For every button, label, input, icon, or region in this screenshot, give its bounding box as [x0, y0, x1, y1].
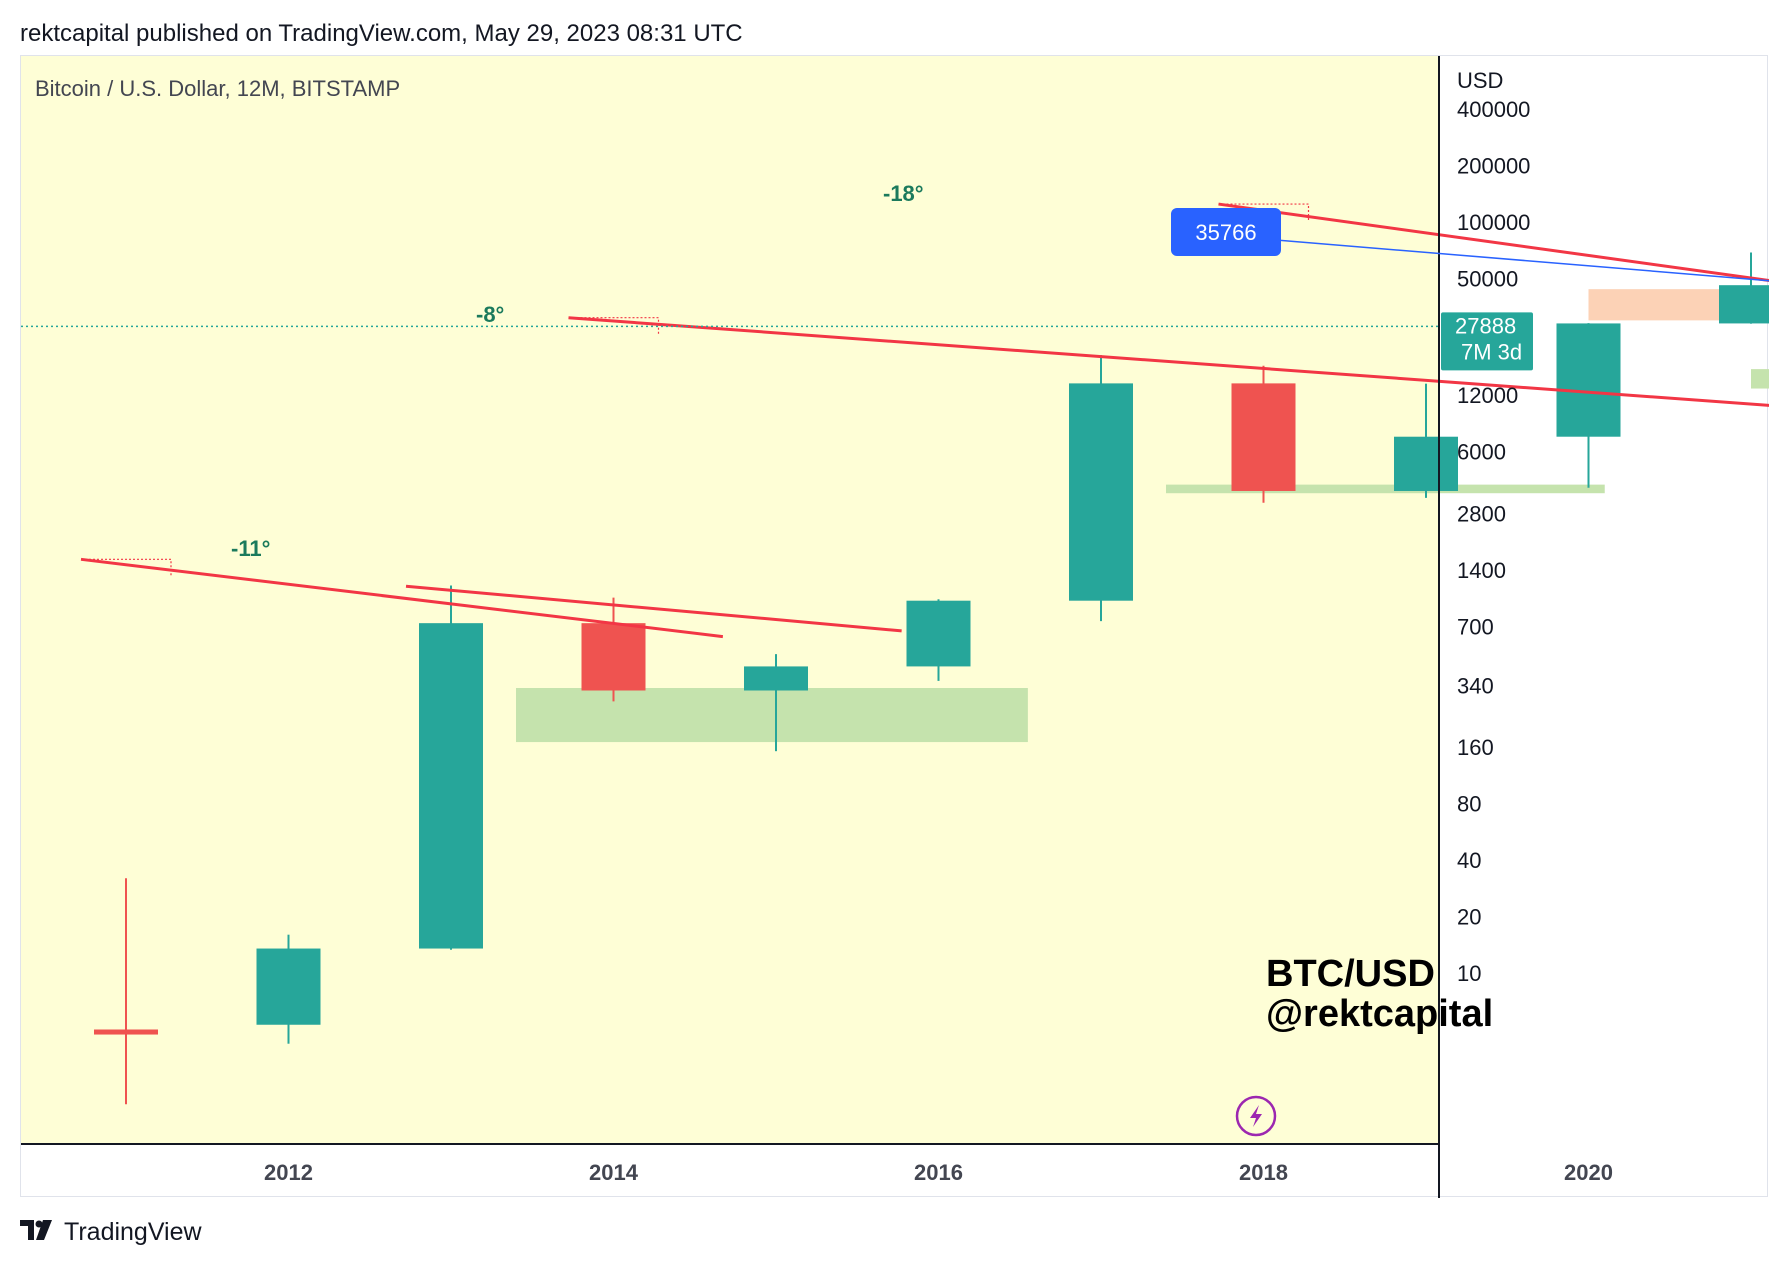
time-tick-label: 2016: [914, 1160, 963, 1185]
candle-body: [1556, 323, 1621, 437]
price-labels: 400000 200000 100000 50000 12000 6000 2800 1400…: [1457, 97, 1530, 986]
price-tick-label: 80: [1457, 792, 1481, 817]
candle-2013[interactable]: [419, 585, 483, 950]
time-tick-label: 2012: [264, 1160, 313, 1185]
tradingview-brand: TradingView: [64, 1218, 202, 1246]
trendline-0[interactable]: [80, 557, 724, 639]
callout-value: 35766: [1195, 220, 1256, 245]
candle-2016[interactable]: [906, 599, 971, 681]
watermark-pair: BTC/USD: [1266, 953, 1435, 995]
price-callout[interactable]: 35766: [1171, 208, 1769, 310]
candle-body: [744, 666, 808, 691]
candle-2015[interactable]: [744, 654, 808, 752]
current-price-tag: 27888 7M 3d: [1441, 312, 1533, 371]
angle-guide-1: [568, 317, 660, 336]
chart[interactable]: -11° -8° -18° Bitcoin / U.S. Dollar, 12M, …: [21, 56, 1769, 1198]
time-tick-label: 2018: [1239, 1160, 1288, 1185]
candle-body: [1719, 285, 1769, 324]
price-axis-currency: USD: [1457, 68, 1503, 93]
publish-info: rektcapital published on TradingView.com…: [20, 20, 743, 47]
price-tick-label: 700: [1457, 615, 1494, 640]
price-tick-label: 12000: [1457, 383, 1518, 408]
price-tick-label: 2800: [1457, 502, 1506, 527]
trendline-1[interactable]: [405, 584, 902, 633]
trendline-2[interactable]: [568, 316, 1770, 425]
annotations-layer: -11° -8° -18°: [81, 181, 1310, 578]
current-price-value: 27888: [1455, 313, 1516, 338]
time-tick-label: 2020: [1564, 1160, 1613, 1185]
price-tick-label: 340: [1457, 674, 1494, 699]
angle-label-0: -11°: [231, 536, 270, 561]
candle-2020[interactable]: [1556, 323, 1621, 488]
support-zone-1: [1166, 484, 1605, 494]
price-tick-label: 1400: [1457, 558, 1506, 583]
candle-body: [906, 600, 971, 667]
angle-label-1: -8°: [476, 302, 504, 327]
candles-layer: [94, 252, 1769, 1105]
price-tick-label: 10: [1457, 961, 1481, 986]
price-tick-label: 6000: [1457, 440, 1506, 465]
candle-body: [1069, 383, 1133, 601]
lightning-icon[interactable]: [1235, 1095, 1277, 1137]
support-zone-0: [516, 687, 1028, 743]
tradingview-logo-icon: [20, 1219, 58, 1246]
candle-body: [419, 623, 483, 949]
trendlines-layer: [80, 202, 1770, 639]
candle-body: [94, 1029, 158, 1035]
price-tick-label: 200000: [1457, 154, 1530, 179]
angle-label-2: -18°: [883, 181, 924, 206]
candle-2014[interactable]: [581, 597, 646, 702]
angle-guide-0: [81, 558, 172, 578]
price-tick-label: 50000: [1457, 267, 1518, 292]
watermark-author: @rektcapital: [1266, 993, 1493, 1035]
trendline-3[interactable]: [1218, 202, 1770, 362]
candle-2018[interactable]: [1231, 365, 1296, 503]
time-labels: 20122014201620182020202220242026: [264, 1160, 1613, 1185]
candle-2012[interactable]: [256, 934, 321, 1044]
symbol-title[interactable]: Bitcoin / U.S. Dollar, 12M, BITSTAMP: [35, 76, 400, 101]
price-tick-label: 20: [1457, 905, 1481, 930]
support-zone-2: [1751, 369, 1769, 389]
price-tick-label: 400000: [1457, 97, 1530, 122]
price-tick-label: 100000: [1457, 210, 1530, 235]
candle-2011[interactable]: [94, 878, 158, 1105]
bar-countdown: 7M 3d: [1461, 339, 1522, 364]
angle-guide-2: [1218, 203, 1310, 223]
candle-body: [1231, 383, 1296, 491]
candle-body: [1394, 436, 1458, 491]
candle-2017[interactable]: [1069, 355, 1133, 622]
time-tick-label: 2014: [589, 1160, 639, 1185]
price-tick-label: 160: [1457, 735, 1494, 760]
candle-2019[interactable]: [1394, 383, 1458, 498]
candle-2021[interactable]: [1719, 252, 1769, 324]
price-tick-label: 40: [1457, 848, 1481, 873]
tradingview-footer[interactable]: TradingView: [20, 1218, 202, 1247]
candle-body: [256, 948, 321, 1025]
candle-body: [581, 623, 646, 691]
chart-frame: -11° -8° -18° Bitcoin / U.S. Dollar, 12M, …: [20, 55, 1769, 1198]
